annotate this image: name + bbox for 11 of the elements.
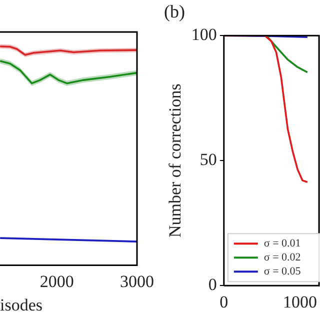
x-tick-label: 2000 — [40, 272, 74, 291]
legend-label: σ = 0.01 — [264, 237, 301, 250]
x-axis-title: isodes — [0, 295, 42, 314]
y-axis-title: Number of corrections — [166, 84, 185, 238]
legend-label: σ = 0.02 — [264, 251, 301, 264]
x-tick-label: 1000 — [283, 292, 317, 312]
y-tick-label: 100 — [191, 25, 217, 44]
legend-label: σ = 0.05 — [264, 265, 302, 278]
chart-title: (b) — [164, 2, 185, 22]
y-tick-label: 50 — [200, 150, 217, 170]
x-tick-label: 3000 — [120, 272, 154, 291]
